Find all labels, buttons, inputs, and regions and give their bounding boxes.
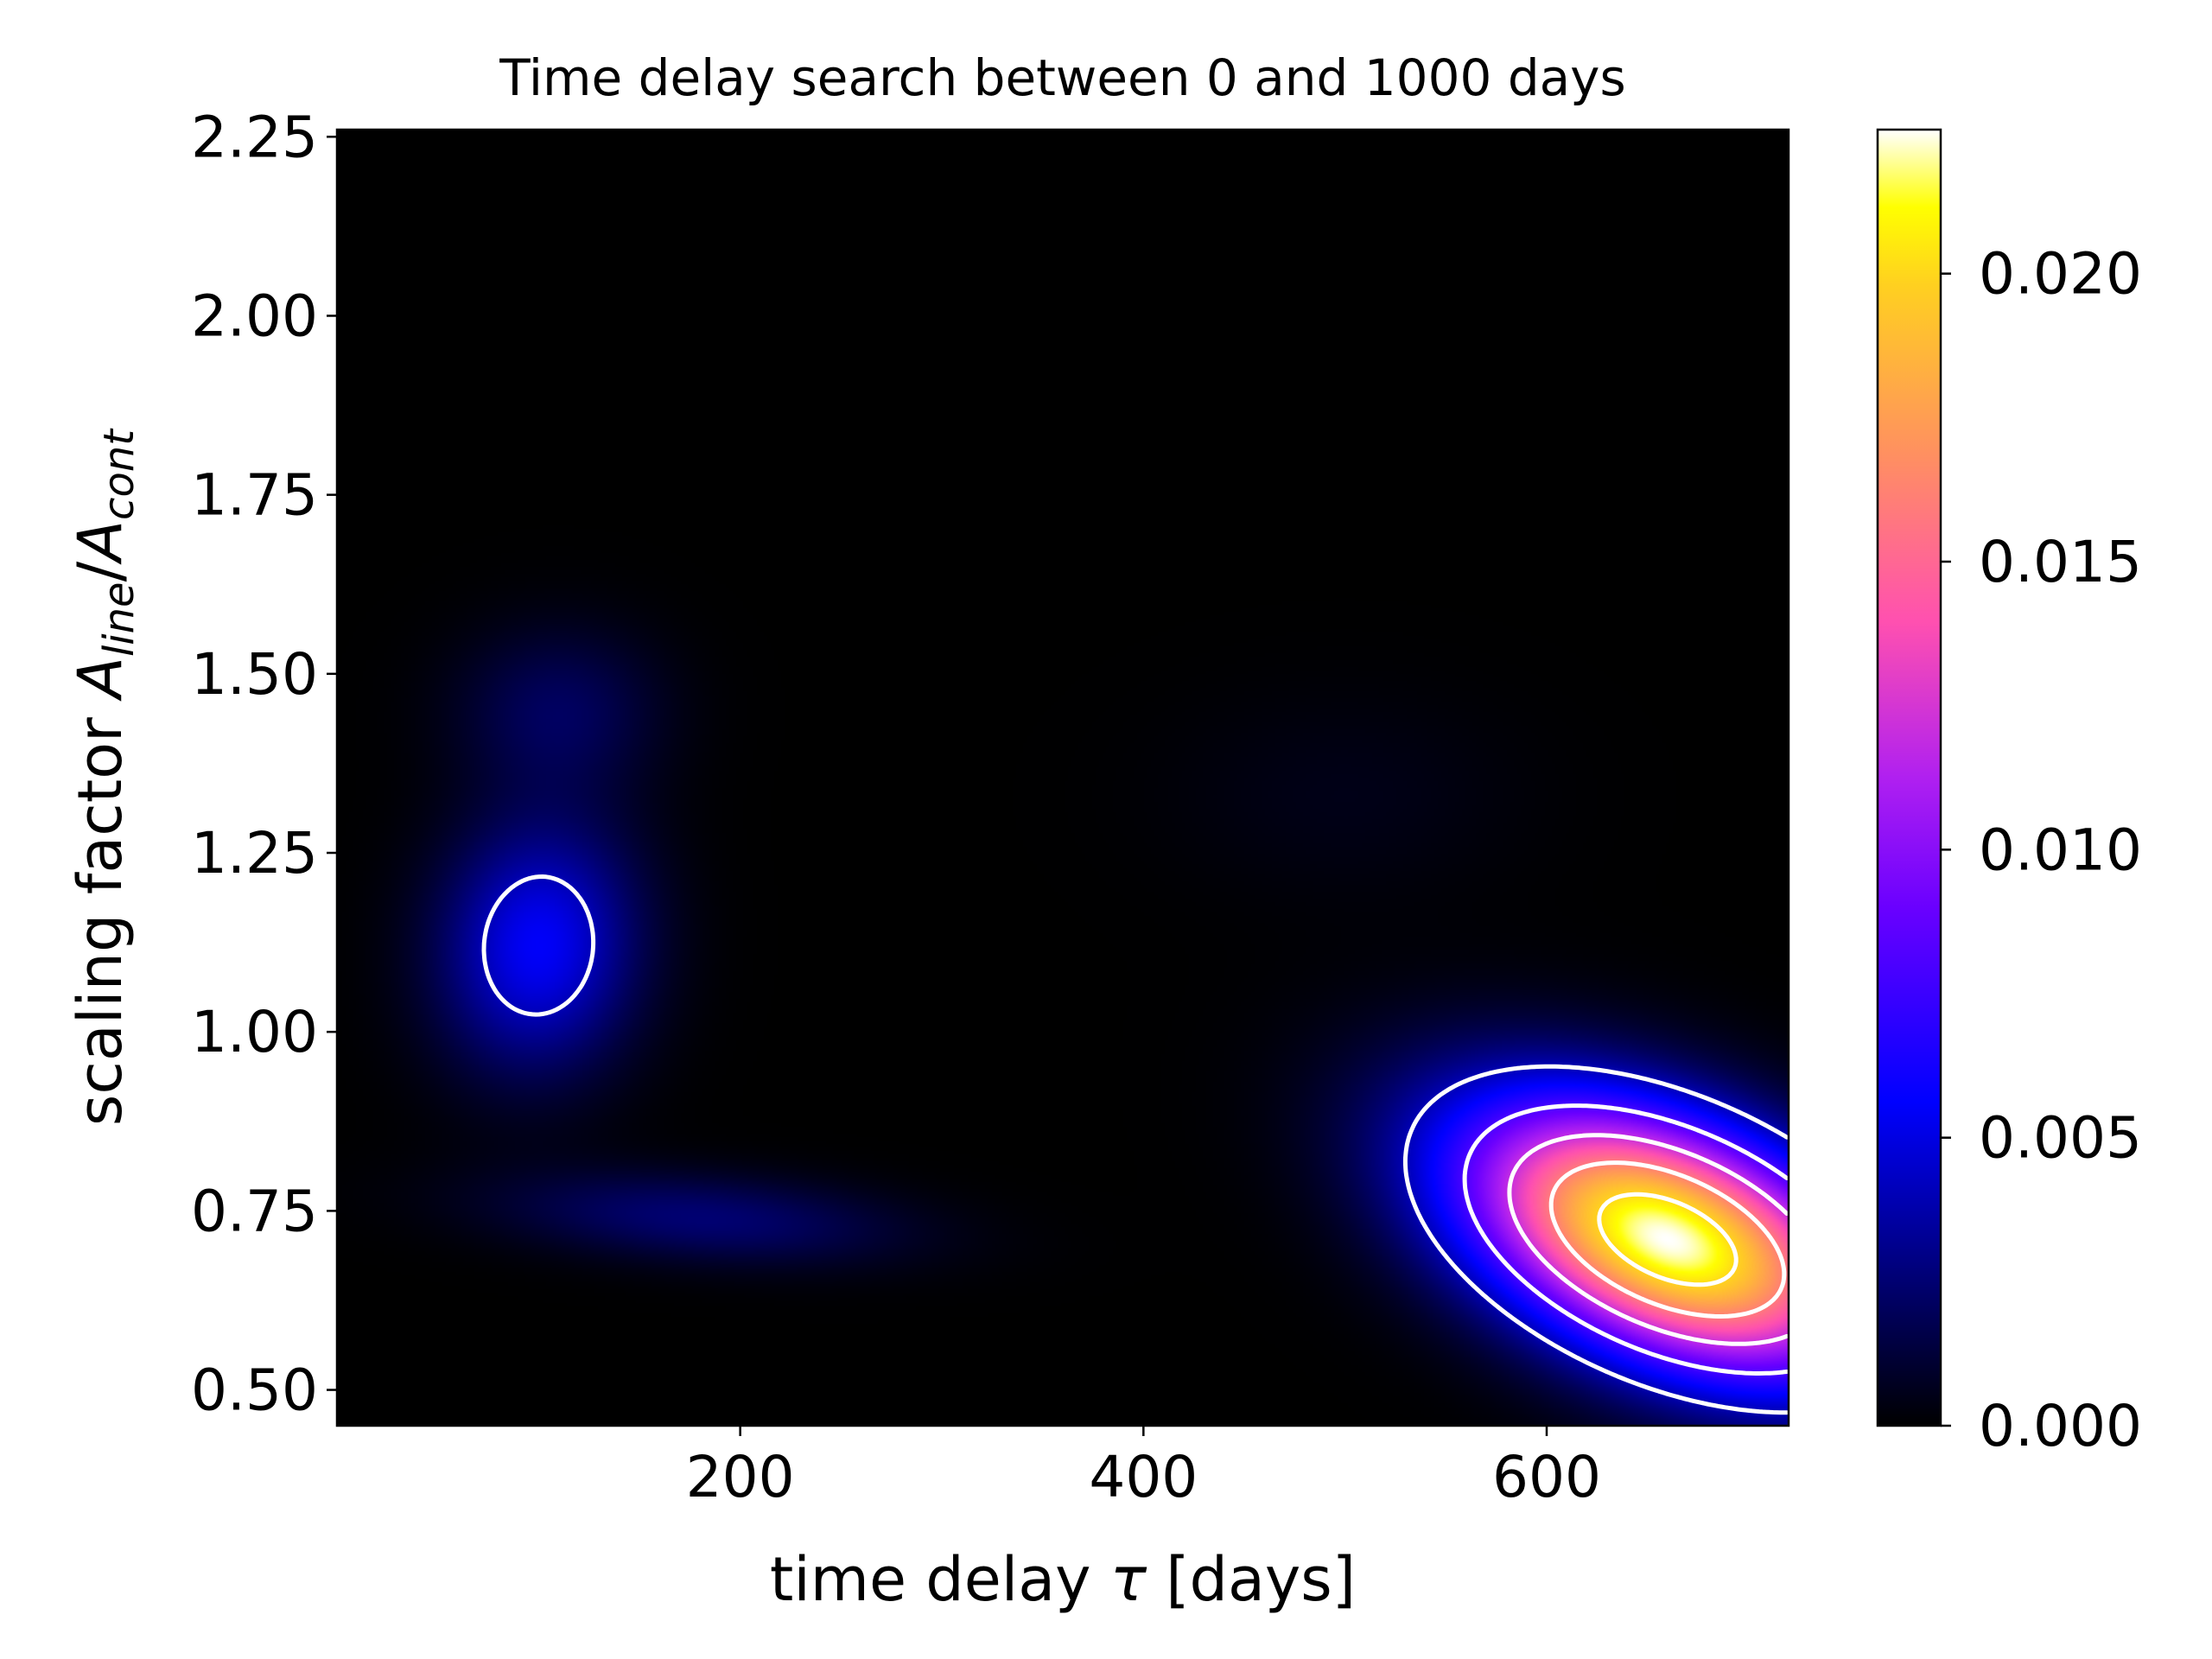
x-tick-label: 200 [686,1444,795,1510]
colorbar-tick-label: 0.010 [1979,817,2142,883]
plot-area [337,130,1789,1426]
colorbar: 0.000 0.005 0.010 0.015 0.020 [1876,128,2142,1459]
contour-line [1597,1192,1738,1287]
y-tick-label: 2.25 [191,104,318,170]
contour-lines [481,874,1789,1415]
colorbar-ticks: 0.000 0.005 0.010 0.015 0.020 [1941,241,2142,1459]
y-tick-label: 1.25 [191,820,318,887]
y-tick-label: 0.50 [191,1357,318,1424]
contour-line [1507,1133,1789,1346]
x-tick-label: 600 [1492,1444,1601,1510]
colorbar-tick-label: 0.015 [1979,529,2142,595]
x-axis: 200 400 600 [686,1426,1601,1510]
y-axis-label-text: scaling factor [65,698,136,1126]
y-axis: 0.50 0.75 1.00 1.25 1.50 1.75 2.00 2.25 [191,104,337,1424]
x-axis-label-symbol: τ [1110,1544,1147,1615]
colorbar-tick-label: 0.005 [1979,1105,2142,1172]
plot-frame [335,128,1790,1427]
y-tick-label: 0.75 [191,1178,318,1244]
contour-line [1462,1103,1789,1376]
colorbar-tick-label: 0.020 [1979,241,2142,308]
chart-title: Time delay search between 0 and 1000 day… [499,48,1625,107]
contour-line [1548,1160,1787,1319]
y-axis-label: scaling factor Aline/Acont [65,428,143,1126]
x-axis-label-unit: [days] [1147,1544,1356,1615]
y-axis-label-a-line: A [65,657,136,702]
y-tick-label: 1.75 [191,462,318,529]
heatmap [337,130,1789,1426]
y-tick-label: 2.00 [191,283,318,349]
colorbar-frame [1876,128,1942,1427]
y-axis-label-slash: / [65,561,136,582]
y-axis-label-sub-line: line [95,582,143,657]
colorbar-tick-label: 0.000 [1979,1393,2142,1459]
x-axis-label-text: time delay [770,1544,1110,1615]
x-tick-label: 400 [1089,1444,1198,1510]
contour-line [481,874,1789,1415]
y-axis-label-sub-cont: cont [95,428,143,520]
x-axis-label: time delay τ [days] [770,1544,1356,1615]
y-axis-label-a-cont: A [65,520,136,565]
y-tick-label: 1.00 [191,999,318,1065]
y-tick-label: 1.50 [191,641,318,708]
colorbar-gradient [1878,130,1941,1426]
